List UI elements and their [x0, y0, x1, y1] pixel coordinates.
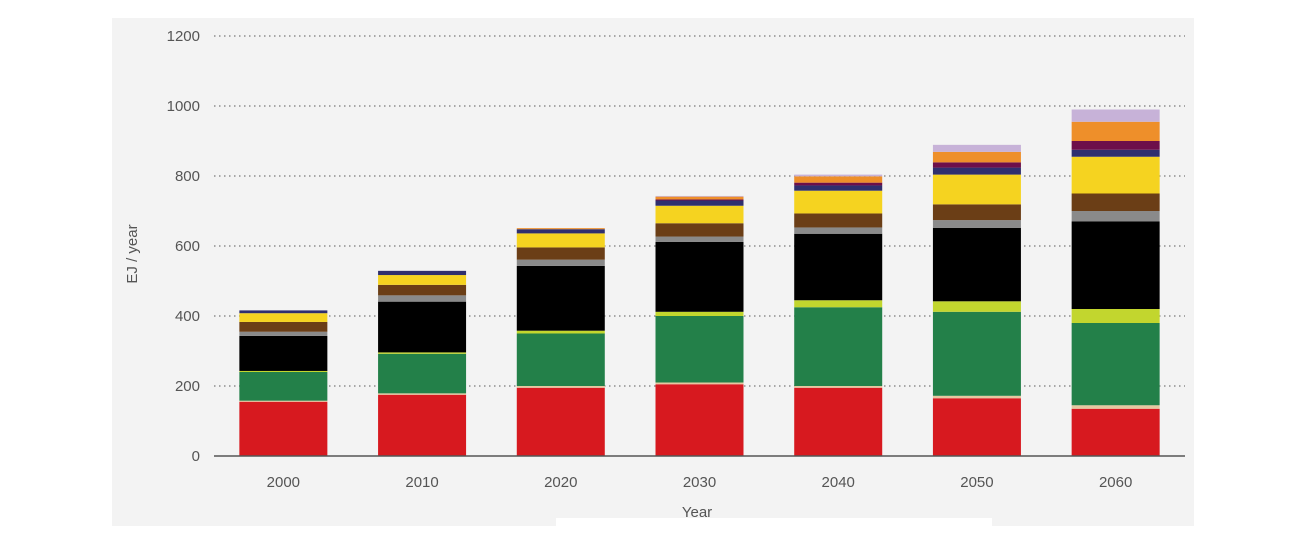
x-axis-title: Year [682, 504, 712, 521]
bar-segment [1071, 156, 1160, 194]
y-tick-label: 800 [175, 168, 200, 185]
bar-segment [932, 311, 1021, 396]
bar-segment [932, 162, 1021, 168]
bar-segment [378, 270, 467, 276]
bar-segment [932, 227, 1021, 302]
bar-segment [932, 395, 1021, 399]
bar-segment [239, 370, 328, 372]
bar-segment [516, 259, 605, 266]
x-tick-label: 2050 [960, 474, 993, 491]
bar-segment [239, 335, 328, 371]
y-tick-label: 200 [175, 378, 200, 395]
bar-segment [655, 236, 744, 242]
bar-segment [932, 151, 1021, 163]
bar-segment [794, 176, 883, 183]
bar-segment [239, 401, 328, 456]
bar-segment [794, 213, 883, 228]
bar-segment [932, 144, 1021, 152]
bar-segment [239, 310, 328, 314]
bar-segment [1071, 309, 1160, 323]
x-tick-label: 2020 [544, 474, 577, 491]
bar-segment [794, 227, 883, 234]
y-tick-label: 1000 [167, 98, 200, 115]
bar-segment [655, 205, 744, 224]
bar-segment [239, 321, 328, 332]
bar-segment [239, 400, 328, 402]
bar-segment [516, 333, 605, 386]
bar-segment [378, 284, 467, 296]
bar-segment [378, 301, 467, 353]
bar-segment [655, 311, 744, 316]
bar-segment [1071, 211, 1160, 222]
bar-segment [378, 295, 467, 302]
bar-segment [794, 307, 883, 386]
bar-segment [655, 241, 744, 312]
panel-gap [556, 518, 992, 532]
y-tick-label: 0 [192, 448, 200, 465]
bar-segment [794, 182, 883, 186]
bar-segment [516, 330, 605, 334]
x-axis-ticks: 2000 2010 2020 2030 2040 2050 2060 [267, 474, 1133, 491]
bar-segment [378, 352, 467, 354]
x-tick-label: 2060 [1099, 474, 1132, 491]
x-tick-label: 2010 [405, 474, 438, 491]
bars [239, 109, 1160, 456]
bar-segment [655, 196, 744, 200]
x-tick-label: 2040 [822, 474, 855, 491]
y-axis-title: EJ / year [124, 224, 141, 283]
bar-segment [655, 382, 744, 385]
bar-segment [1071, 405, 1160, 409]
bar-segment [794, 300, 883, 308]
bar-segment [932, 301, 1021, 312]
bar-segment [794, 174, 883, 177]
x-tick-label: 2030 [683, 474, 716, 491]
bar-segment [1071, 149, 1160, 157]
bar-segment [932, 204, 1021, 221]
bar-segment [1071, 121, 1160, 141]
bar-segment [655, 223, 744, 237]
bar-segment [655, 199, 744, 201]
y-tick-label: 600 [175, 238, 200, 255]
bar-segment [1071, 221, 1160, 309]
bar-segment [932, 167, 1021, 175]
bar-segment [655, 200, 744, 206]
bar-segment [1071, 109, 1160, 122]
bar-segment [516, 247, 605, 260]
bar-segment [932, 174, 1021, 205]
y-tick-label: 1200 [167, 28, 200, 45]
bar-segment [932, 398, 1021, 456]
x-tick-label: 2000 [267, 474, 300, 491]
bar-segment [378, 353, 467, 394]
bar-segment [516, 387, 605, 456]
bar-segment [516, 265, 605, 331]
bar-segment [794, 386, 883, 388]
bar-segment [516, 386, 605, 388]
bar-segment [516, 233, 605, 248]
y-tick-label: 400 [175, 308, 200, 325]
bar-segment [655, 384, 744, 456]
bar-segment [794, 185, 883, 191]
bar-segment [239, 331, 328, 336]
bar-segment [378, 394, 467, 456]
bar-segment [239, 313, 328, 322]
bar-segment [1071, 141, 1160, 150]
bar-segment [1071, 193, 1160, 211]
bar-segment [516, 229, 605, 234]
bar-segment [1071, 408, 1160, 456]
bar-segment [794, 190, 883, 214]
bar-segment [655, 195, 744, 197]
bar-segment [516, 228, 605, 230]
bar-segment [794, 233, 883, 301]
bar-segment [794, 387, 883, 456]
bar-segment [378, 393, 467, 395]
bar-segment [1071, 323, 1160, 406]
bar-segment [378, 275, 467, 285]
bar-segment [655, 316, 744, 383]
y-axis-ticks: 0 200 400 600 800 1000 1200 [167, 28, 200, 465]
bar-segment [932, 220, 1021, 228]
bar-segment [239, 372, 328, 401]
